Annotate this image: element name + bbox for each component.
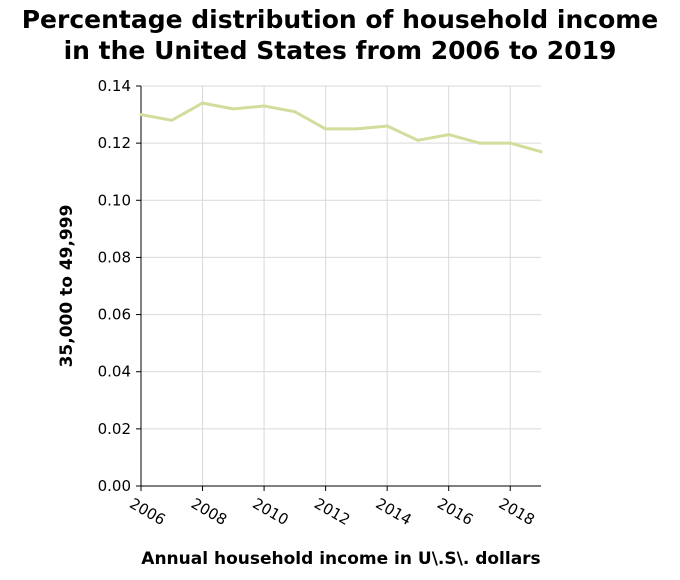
y-tick-label: 0.06 [98, 306, 131, 324]
data-point [354, 127, 358, 131]
data-point [262, 104, 266, 108]
y-tick-label: 0.12 [98, 134, 131, 152]
y-tick-label: 0.02 [98, 420, 131, 438]
chart-title: Percentage distribution of household inc… [0, 4, 680, 66]
data-point [416, 138, 420, 142]
x-tick-label: 2008 [188, 494, 230, 529]
y-tick-label: 0.04 [98, 363, 131, 381]
y-tick-label: 0.10 [98, 191, 131, 209]
y-tick-label: 0.00 [98, 477, 131, 495]
x-axis-title: Annual household income in U\.S\. dollar… [141, 549, 540, 569]
data-point [477, 141, 481, 145]
x-tick-label: 2018 [496, 494, 538, 529]
y-tick-label: 0.14 [98, 77, 131, 95]
y-axis-title: 35,000 to 49,999 [57, 205, 77, 368]
axes [136, 85, 541, 491]
x-tick-label: 2012 [311, 494, 353, 529]
data-point [447, 133, 451, 137]
chart-title-line-1: Percentage distribution of household inc… [21, 5, 659, 34]
data-point [231, 107, 235, 111]
data-point [508, 141, 512, 145]
data-point [324, 127, 328, 131]
x-tick-label: 2016 [434, 494, 476, 529]
data-point [170, 118, 174, 122]
x-tick-label: 2014 [373, 494, 415, 529]
grid [140, 85, 541, 487]
chart-title-line-2: in the United States from 2006 to 2019 [63, 36, 617, 65]
data-point [139, 113, 143, 117]
x-tick-label: 2006 [126, 494, 168, 529]
data-line [139, 101, 543, 154]
x-tick-label: 2010 [250, 494, 292, 529]
y-tick-label: 0.08 [98, 248, 131, 266]
series [139, 101, 543, 154]
data-point [201, 101, 205, 105]
data-point [385, 124, 389, 128]
tick-labels: 0.00 0.02 0.04 0.06 0.08 0.10 0.12 0.14 2006 2008… [98, 77, 538, 529]
data-point [539, 150, 543, 154]
data-point [293, 110, 297, 114]
